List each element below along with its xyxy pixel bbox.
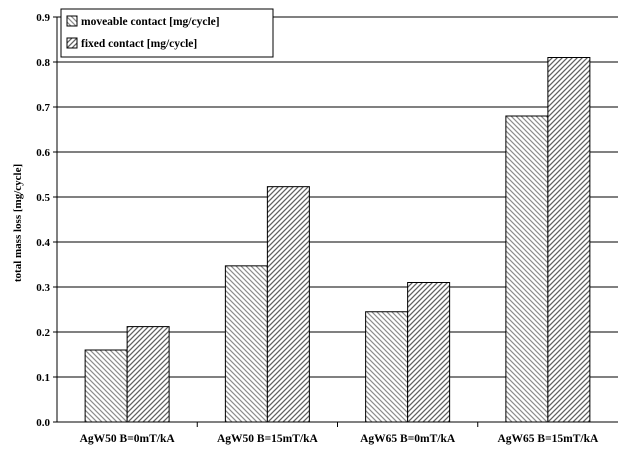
- x-tick-label: AgW65 B=0mT/kA: [360, 433, 456, 445]
- y-tick-label: 0.1: [36, 372, 50, 384]
- bar-series-2: [407, 282, 451, 423]
- bar-series-1: [224, 265, 268, 423]
- y-tick-label: 0.6: [36, 147, 50, 159]
- x-tick-label: AgW50 B=0mT/kA: [80, 433, 176, 445]
- y-axis-label: total mass loss [mg/cycle]: [12, 164, 24, 282]
- y-tick-label: 0.5: [36, 192, 50, 204]
- y-tick-label: 0.0: [36, 417, 50, 429]
- legend-box: [60, 8, 274, 58]
- bars: [84, 57, 591, 423]
- bar-series-1: [84, 349, 128, 423]
- legend-label: fixed contact [mg/cycle]: [81, 38, 197, 50]
- bar-series-1: [365, 311, 409, 423]
- x-tick-labels: AgW50 B=0mT/kA AgW50 B=15mT/kA AgW65 B=0mT…: [80, 433, 599, 445]
- y-tick-label: 0.9: [36, 12, 50, 24]
- legend-swatch: [66, 37, 78, 49]
- legend: moveable contact [mg/cycle] fixed contact…: [60, 8, 274, 58]
- bar-series-1: [505, 115, 549, 423]
- legend-label: moveable contact [mg/cycle]: [81, 16, 220, 28]
- y-tick-label: 0.2: [36, 327, 50, 339]
- y-tick-label: 0.8: [36, 57, 50, 69]
- y-tick-labels: 0.0 0.1 0.2 0.3 0.4 0.5 0.6 0.7 0.8 0.9: [36, 12, 50, 429]
- y-tick-label: 0.4: [36, 237, 50, 249]
- axes: [56, 17, 618, 427]
- bar-series-2: [266, 186, 310, 423]
- x-tick-label: AgW50 B=15mT/kA: [217, 433, 318, 445]
- y-tick-label: 0.3: [36, 282, 50, 294]
- bar-series-2: [126, 326, 170, 423]
- x-tick-label: AgW65 B=15mT/kA: [497, 433, 598, 445]
- bar-series-2: [547, 57, 591, 423]
- y-tick-label: 0.7: [36, 102, 50, 114]
- legend-swatch: [66, 15, 78, 27]
